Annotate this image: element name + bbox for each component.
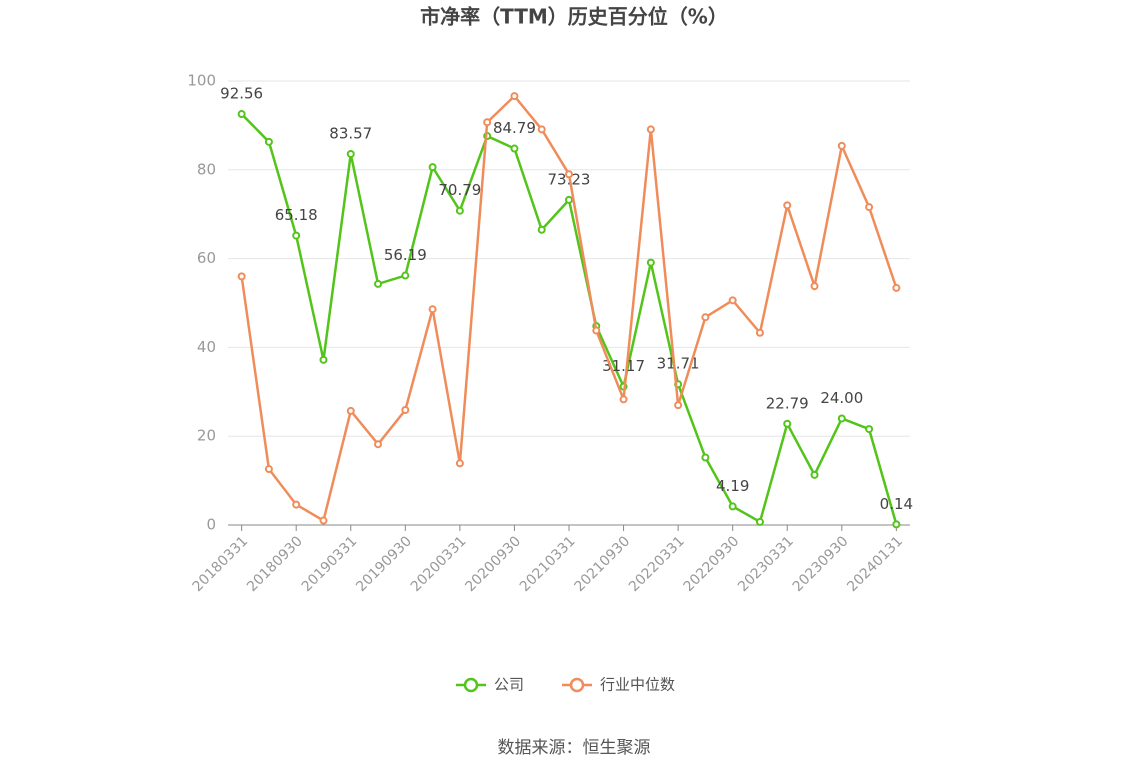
data-label: 83.57: [329, 124, 372, 142]
x-tick-label: 20180930: [244, 533, 306, 595]
x-tick-label: 20240131: [844, 533, 906, 595]
data-label: 92.56: [220, 85, 263, 103]
point: [674, 401, 683, 410]
legend-label: 公司: [494, 676, 524, 694]
chart-title: 市净率（TTM）历史百分位（%）: [420, 5, 728, 29]
legend-marker: [463, 677, 479, 693]
data-label: 84.79: [493, 119, 536, 137]
point: [483, 118, 492, 127]
point: [865, 203, 874, 212]
x-tick-label: 20230930: [790, 533, 852, 595]
x-tick-label: 20190930: [353, 533, 415, 595]
point: [892, 283, 901, 292]
point: [646, 125, 655, 134]
point: [537, 125, 546, 134]
point: [292, 231, 301, 240]
point: [237, 110, 246, 119]
y-tick-label: 60: [197, 249, 216, 267]
point: [510, 144, 519, 153]
point: [428, 163, 437, 172]
point: [892, 520, 901, 529]
point: [401, 271, 410, 280]
point: [428, 305, 437, 314]
x-tick-label: 20220331: [626, 533, 688, 595]
data-label: 0.14: [880, 495, 913, 513]
point: [837, 414, 846, 423]
point: [592, 326, 601, 335]
point: [346, 406, 355, 415]
legend-label: 行业中位数: [600, 676, 675, 694]
point: [755, 517, 764, 526]
point: [565, 195, 573, 204]
point: [455, 206, 464, 215]
data-label: 70.79: [438, 181, 481, 199]
point: [865, 425, 874, 434]
point: [237, 272, 246, 281]
point: [728, 296, 737, 305]
point: [455, 459, 464, 468]
y-tick-label: 80: [197, 160, 216, 178]
point: [619, 395, 628, 404]
point: [401, 406, 410, 415]
point: [810, 470, 819, 479]
x-tick-label: 20190331: [299, 533, 361, 595]
point: [346, 149, 355, 158]
point: [264, 465, 273, 474]
y-tick-label: 40: [197, 338, 216, 356]
legend-item[interactable]: 行业中位数: [562, 676, 675, 694]
legend-marker: [569, 677, 585, 693]
data-label: 24.00: [820, 389, 863, 407]
point: [374, 279, 383, 288]
x-tick-label: 20180331: [190, 533, 252, 595]
point: [374, 440, 383, 449]
point: [783, 419, 792, 428]
data-label: 22.79: [766, 394, 809, 412]
x-tick-label: 20200331: [408, 533, 470, 595]
y-tick-label: 100: [187, 72, 216, 90]
legend-item[interactable]: 公司: [456, 676, 524, 694]
point: [837, 141, 846, 150]
x-tick-label: 20210930: [572, 533, 634, 595]
data-label: 56.19: [384, 246, 427, 264]
point: [292, 500, 301, 509]
point: [783, 201, 792, 210]
series-line: [240, 94, 898, 523]
point: [701, 453, 710, 462]
x-tick-label: 20230331: [735, 533, 797, 595]
point: [537, 225, 546, 234]
source: 数据来源：恒生聚源: [498, 738, 651, 758]
point: [319, 516, 328, 525]
x-tick-label: 20220930: [681, 533, 743, 595]
x-tick-label: 20200930: [462, 533, 524, 595]
data-label: 4.19: [716, 477, 749, 495]
y-tick-label: 20: [197, 427, 216, 445]
data-label: 65.18: [275, 206, 318, 224]
point: [701, 313, 710, 322]
x-tick-label: 20210331: [517, 533, 579, 595]
point: [319, 355, 328, 364]
point: [810, 282, 819, 291]
point: [646, 258, 655, 267]
y-tick-label: 0: [206, 516, 216, 534]
point: [264, 137, 273, 146]
point: [728, 502, 737, 511]
point: [755, 328, 764, 337]
point: [565, 170, 573, 179]
point: [510, 92, 519, 101]
